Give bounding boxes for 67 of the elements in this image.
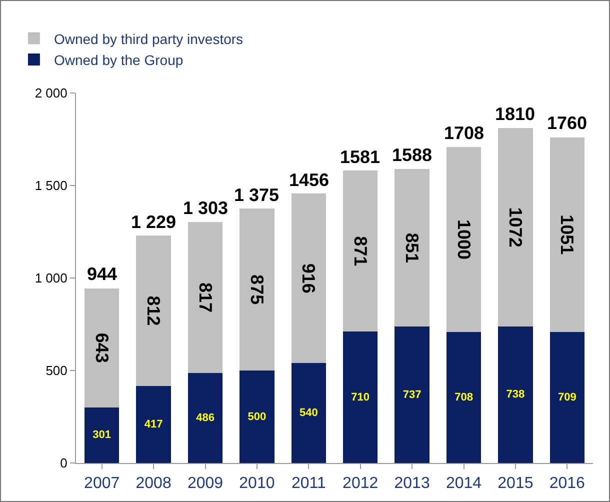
data-label: 301 <box>92 429 112 442</box>
bar <box>498 326 533 463</box>
y-tick-label: 2 000 <box>34 86 68 101</box>
x-tick-label: 2013 <box>394 475 430 492</box>
bar <box>240 208 274 370</box>
bar <box>498 128 533 326</box>
data-label: 540 <box>299 407 318 420</box>
total-label: 1708 <box>444 123 484 143</box>
bar <box>343 170 378 332</box>
total-label: 1 229 <box>131 212 176 232</box>
bar <box>188 373 223 463</box>
bar <box>291 194 326 364</box>
total-label: 1581 <box>340 147 380 167</box>
total-label: 944 <box>87 264 118 284</box>
data-label: 817 <box>195 282 216 313</box>
data-label: 709 <box>558 391 576 404</box>
bar <box>84 288 120 408</box>
x-tick-label: 2011 <box>291 475 326 492</box>
y-tick-label: 0 <box>60 456 68 471</box>
data-label: 875 <box>246 274 267 305</box>
x-tick-label: 2012 <box>342 475 378 492</box>
legend-label: Owned by the Group <box>54 52 184 68</box>
bar <box>394 169 430 327</box>
y-tick-label: 500 <box>46 363 68 378</box>
x-tick-label: 2015 <box>498 475 534 492</box>
x-tick-label: 2014 <box>446 475 482 492</box>
x-tick-label: 2016 <box>549 475 586 492</box>
data-label: 1000 <box>454 219 474 260</box>
bar <box>446 147 482 332</box>
bar <box>550 137 584 332</box>
bar <box>550 332 584 463</box>
data-label: 812 <box>144 296 164 326</box>
bar <box>343 332 378 463</box>
x-tick-label: 2007 <box>84 475 120 492</box>
total-label: 1588 <box>392 145 432 165</box>
data-label: 738 <box>506 388 525 401</box>
y-tick-label: 1 000 <box>34 270 68 286</box>
data-label: 916 <box>298 263 319 294</box>
total-label: 1810 <box>495 104 536 124</box>
bar <box>291 363 326 463</box>
data-label: 708 <box>454 392 473 404</box>
data-label: 500 <box>248 410 266 423</box>
data-label: 417 <box>144 418 163 430</box>
data-label: 851 <box>402 232 422 263</box>
bar <box>84 407 120 463</box>
y-tick-label: 1 500 <box>34 178 68 194</box>
x-tick-label: 2008 <box>136 475 172 492</box>
data-label: 1072 <box>505 207 526 248</box>
bar <box>240 370 274 463</box>
data-label: 1051 <box>557 214 578 255</box>
data-label: 737 <box>402 388 422 401</box>
bar <box>136 386 171 463</box>
total-label: 1 303 <box>183 198 228 218</box>
data-label: 871 <box>350 236 370 266</box>
bar <box>136 236 171 386</box>
data-label: 486 <box>196 412 214 424</box>
total-label: 1456 <box>289 170 330 190</box>
bar <box>394 326 430 463</box>
x-tick-label: 2010 <box>239 475 275 492</box>
data-label: 643 <box>92 332 112 363</box>
data-label: 710 <box>351 391 370 404</box>
bar <box>188 222 223 374</box>
total-label: 1760 <box>547 113 588 133</box>
legend-label: Owned by third party investors <box>54 30 244 47</box>
bar <box>446 332 482 463</box>
total-label: 1 375 <box>234 185 280 205</box>
x-tick-label: 2009 <box>187 475 224 492</box>
